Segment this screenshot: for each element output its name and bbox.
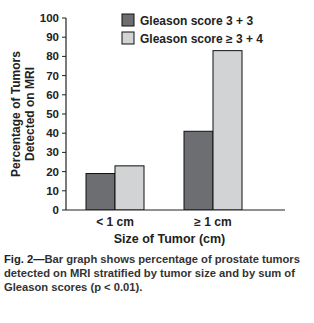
category-label: ≥ 1 cm (194, 215, 231, 229)
y-tick (62, 114, 66, 115)
legend-label: Gleason score ≥ 3 + 4 (140, 32, 263, 46)
category-label: < 1 cm (96, 215, 134, 229)
y-tick (62, 37, 66, 38)
y-axis-label: Percentage of Tumors (9, 51, 23, 177)
y-tick (62, 75, 66, 76)
bar (115, 166, 144, 210)
y-tick (62, 190, 66, 191)
y-tick-label: 50 (46, 108, 59, 120)
y-tick (62, 94, 66, 95)
bar (86, 174, 115, 210)
caption-text: Bar graph shows percentage of prostate t… (4, 253, 300, 293)
y-axis-label: Detected on MRI (23, 67, 37, 161)
x-axis-label: Size of Tumor (cm) (114, 232, 226, 246)
legend-swatch (122, 32, 134, 44)
chart: < 1 cm ≥ 1 cm 0 10 20 30 40 50 60 70 80 90 100 Percen… (0, 0, 314, 250)
caption-label: Fig. 2— (4, 253, 44, 265)
y-tick-label: 70 (46, 70, 59, 82)
y-tick-label: 0 (53, 204, 59, 216)
y-tick (62, 171, 66, 172)
y-tick-label: 90 (46, 31, 59, 43)
y-tick-label: 80 (46, 50, 59, 62)
y-tick-label: 100 (40, 12, 59, 24)
y-tick (62, 56, 66, 57)
y-tick-label: 20 (46, 166, 59, 178)
y-tick (62, 133, 66, 134)
bar (184, 131, 213, 210)
bars (86, 51, 242, 210)
y-tick-label: 10 (46, 185, 59, 197)
y-tick-label: 60 (46, 89, 59, 101)
x-axis (66, 209, 285, 210)
y-tick (62, 18, 66, 19)
y-tick-label: 30 (46, 146, 59, 158)
legend-label: Gleason score 3 + 3 (140, 14, 253, 28)
bar (213, 51, 242, 210)
caption-box: Fig. 2—Bar graph shows percentage of pro… (4, 252, 304, 294)
y-tick (62, 210, 66, 211)
y-tick (62, 152, 66, 153)
y-tick-label: 40 (46, 127, 59, 139)
legend-swatch (122, 14, 134, 26)
